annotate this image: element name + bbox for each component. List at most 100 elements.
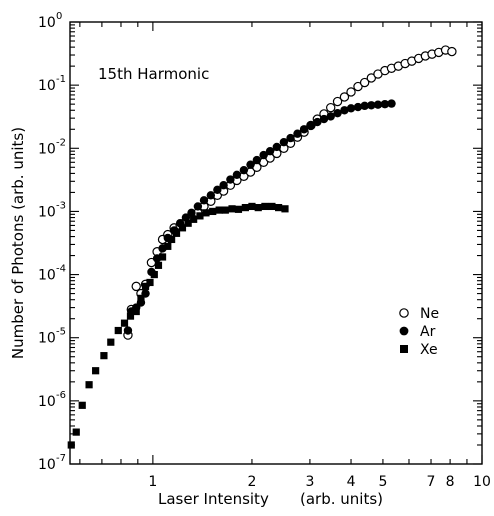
point-xe [150, 270, 158, 279]
point-xe [126, 312, 135, 320]
point-ne [131, 281, 141, 292]
x-tick-label: 2 [247, 474, 256, 490]
point-xe [178, 224, 187, 232]
x-tick-labels: 1 2 3 4 5 7 8 10 [148, 474, 490, 490]
point-xe [228, 205, 236, 213]
y-tick-exponent: -7 [56, 453, 66, 464]
point-ar [232, 170, 242, 180]
y-tick-base: 10 [38, 141, 56, 157]
y-tick-base: 10 [38, 331, 56, 347]
point-xe [234, 205, 243, 213]
y-tick-exponent: -3 [56, 200, 66, 211]
point-xe [275, 203, 283, 212]
point-xe [168, 235, 176, 244]
point-xe [132, 307, 140, 316]
series-ar [123, 99, 396, 335]
point-xe [254, 203, 262, 212]
legend-marker-ne [399, 308, 409, 318]
y-tick-exponent: 0 [56, 11, 62, 22]
y-tick-label: 10 -1 [38, 74, 66, 94]
point-xe [154, 261, 163, 269]
point-ne [339, 92, 350, 102]
y-tick-label: 10 -3 [38, 200, 66, 220]
legend-marker-ar [399, 326, 409, 336]
point-ar [219, 181, 228, 190]
point-xe [78, 401, 86, 409]
point-xe [141, 282, 150, 290]
point-ne [326, 102, 336, 113]
point-xe [114, 326, 122, 335]
y-tick-label: 10 -4 [38, 264, 66, 284]
point-ne [447, 46, 457, 57]
point-ar [226, 175, 235, 184]
x-axis-units: (arb. units) [300, 490, 383, 508]
y-tick-label: 10 -2 [38, 137, 66, 157]
point-ar [299, 125, 309, 134]
point-xe [209, 207, 217, 216]
data-points [67, 45, 457, 449]
x-tick-label: 1 [148, 474, 157, 490]
y-tick-base: 10 [38, 204, 56, 220]
point-xe [215, 206, 223, 214]
y-tick-exponent: -5 [56, 327, 66, 338]
point-xe [184, 219, 192, 227]
y-tick-exponent: -2 [56, 137, 66, 148]
point-xe [120, 319, 129, 327]
series-xe [67, 202, 289, 449]
y-tick-base: 10 [38, 394, 56, 410]
legend-label-ar: Ar [420, 324, 436, 340]
x-axis-title: Laser Intensity [158, 490, 269, 508]
point-xe [146, 278, 154, 287]
point-ne [359, 77, 370, 88]
y-tick-base: 10 [38, 268, 56, 284]
point-ne [332, 96, 343, 107]
point-ar [353, 102, 363, 112]
point-ar [367, 101, 376, 110]
y-tick-exponent: -1 [56, 74, 66, 85]
point-ar [252, 155, 262, 165]
point-xe [137, 294, 145, 302]
y-tick-base: 10 [38, 78, 56, 94]
point-ar [333, 108, 342, 118]
y-axis-title: Number of Photons (arb. units) [9, 127, 27, 359]
point-xe [202, 209, 210, 217]
x-tick-label: 10 [473, 474, 491, 490]
point-xe [221, 206, 229, 214]
point-ar [380, 99, 390, 109]
point-ar [259, 150, 268, 160]
point-ar [265, 146, 275, 156]
point-xe [100, 352, 108, 360]
point-ar [293, 129, 302, 138]
point-ar [206, 191, 216, 200]
point-ar [360, 101, 369, 111]
point-xe [261, 202, 269, 211]
point-xe [248, 202, 256, 211]
point-ar [387, 99, 396, 108]
x-tick-label: 8 [446, 474, 455, 490]
point-ar [319, 114, 329, 124]
point-xe [85, 381, 93, 389]
y-tick-base: 10 [38, 457, 56, 473]
y-tick-label: 10 0 [38, 11, 62, 31]
point-ar [213, 185, 222, 195]
point-xe [196, 212, 204, 220]
annotation-15th-harmonic: 15th Harmonic [98, 65, 209, 83]
point-xe [67, 441, 75, 449]
x-tick-label: 3 [305, 474, 314, 490]
point-xe [72, 428, 80, 436]
point-ar [306, 121, 316, 130]
axis-ticks [70, 21, 483, 465]
point-ar [239, 165, 249, 175]
point-xe [190, 215, 198, 223]
plot-frame [69, 21, 483, 465]
y-tick-base: 10 [38, 15, 56, 31]
point-xe [281, 205, 289, 213]
y-tick-exponent: -6 [56, 390, 66, 401]
point-ne [346, 87, 356, 97]
point-ar [279, 137, 289, 147]
x-tick-label: 7 [427, 474, 436, 490]
point-xe [172, 229, 181, 237]
